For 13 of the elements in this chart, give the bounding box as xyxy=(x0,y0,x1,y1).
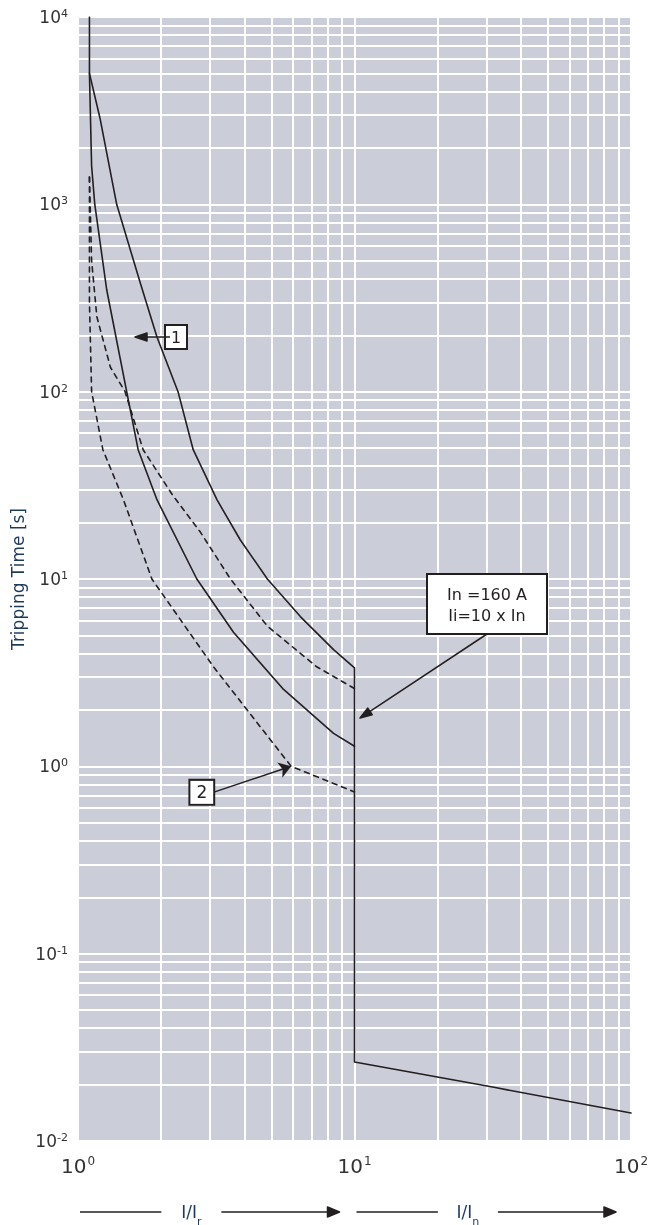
y-tick-label: 10$^{3}$ xyxy=(39,193,68,215)
annotation: In =160 A Ii=10 x In xyxy=(447,585,528,625)
y-tick-label: 10$^{-2}$ xyxy=(35,1130,68,1151)
y-axis-title: Tripping Time [s] xyxy=(7,507,28,652)
y-tick-label: 10$^{2}$ xyxy=(39,381,68,402)
y-tick-label: 10$^{1}$ xyxy=(39,568,68,589)
text: I/I$_{r}$ xyxy=(181,1202,202,1225)
annotation: 2 xyxy=(196,782,208,803)
y-tick-label: 10$^{4}$ xyxy=(39,6,68,27)
y-tick-label: 10$^{-1}$ xyxy=(35,943,68,964)
y-tick-label: 10$^{0}$ xyxy=(39,755,68,777)
annotation: 1 xyxy=(170,328,182,347)
text: I/I$_{n}$ xyxy=(456,1202,480,1225)
